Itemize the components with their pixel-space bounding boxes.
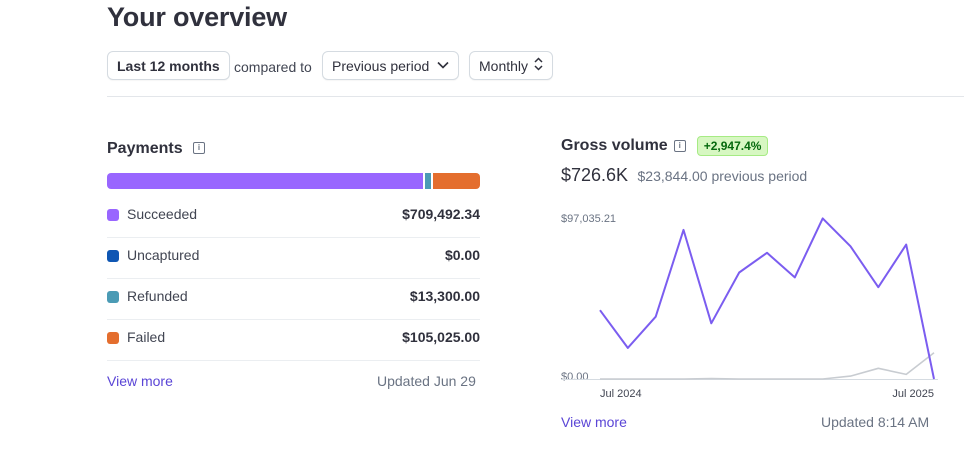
- legend-swatch: [107, 291, 119, 303]
- payments-row-failed: Failed $105,025.00: [107, 320, 480, 361]
- gross-volume-chart[interactable]: $97,035.21 $0.00 Jul 2024 Jul 2025: [556, 205, 956, 405]
- payments-row-value: $13,300.00: [410, 288, 480, 304]
- payments-header: Payments i: [107, 140, 205, 158]
- legend-swatch: [107, 209, 119, 221]
- legend-swatch: [107, 250, 119, 262]
- y-tick-label: $0.00: [561, 371, 589, 383]
- info-icon[interactable]: i: [193, 142, 205, 154]
- bar-segment-succeeded: [107, 173, 423, 189]
- change-badge: +2,947.4%: [697, 136, 769, 156]
- interval-select[interactable]: Monthly: [469, 51, 553, 80]
- payments-row-label: Succeeded: [127, 206, 197, 222]
- legend-swatch: [107, 332, 119, 344]
- payments-view-more-link[interactable]: View more: [107, 373, 173, 389]
- payments-row-label: Failed: [127, 329, 165, 345]
- x-tick-label: Jul 2024: [600, 388, 642, 400]
- chevron-updown-icon: [534, 57, 543, 74]
- payments-row-label: Uncaptured: [127, 247, 199, 263]
- page-title: Your overview: [107, 2, 287, 33]
- bar-segment-refunded: [425, 173, 431, 189]
- payments-breakdown-bar: [107, 173, 480, 189]
- payments-row-succeeded: Succeeded $709,492.34: [107, 197, 480, 238]
- compare-period-select[interactable]: Previous period: [322, 51, 459, 80]
- previous-period-text: $23,844.00 previous period: [638, 168, 808, 184]
- gross-volume-summary: $726.6K $23,844.00 previous period: [561, 165, 807, 186]
- payments-row-value: $0.00: [445, 247, 480, 263]
- compared-to-text: compared to: [234, 59, 312, 75]
- current-period-line: [600, 218, 934, 379]
- header-divider: [107, 96, 964, 97]
- payments-updated-text: Updated Jun 29: [377, 373, 476, 389]
- gross-volume-view-more-link[interactable]: View more: [561, 414, 627, 430]
- payments-row-value: $709,492.34: [402, 206, 480, 222]
- payments-row-refunded: Refunded $13,300.00: [107, 279, 480, 320]
- bar-segment-failed: [433, 173, 480, 189]
- x-tick-label: Jul 2025: [892, 388, 934, 400]
- payments-row-value: $105,025.00: [402, 329, 480, 345]
- y-tick-label: $97,035.21: [561, 213, 616, 225]
- info-icon[interactable]: i: [674, 140, 686, 152]
- compare-period-label: Previous period: [332, 58, 429, 74]
- gross-volume-updated-text: Updated 8:14 AM: [821, 414, 929, 430]
- payments-row-uncaptured: Uncaptured $0.00: [107, 238, 480, 279]
- gross-volume-title: Gross volume: [561, 137, 668, 155]
- gross-volume-total: $726.6K: [561, 165, 628, 185]
- interval-label: Monthly: [479, 58, 528, 74]
- date-range-label: Last 12 months: [117, 58, 220, 74]
- payments-title: Payments: [107, 140, 183, 157]
- chevron-down-icon: [437, 60, 449, 72]
- date-range-button[interactable]: Last 12 months: [107, 51, 230, 80]
- previous-period-line: [600, 353, 934, 379]
- gross-volume-header: Gross volume i +2,947.4%: [561, 136, 768, 156]
- payments-row-label: Refunded: [127, 288, 188, 304]
